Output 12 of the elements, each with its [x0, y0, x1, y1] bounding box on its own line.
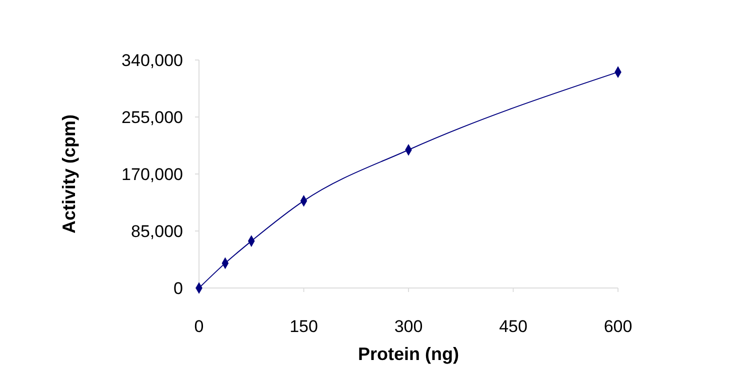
x-tick-label: 450: [499, 317, 528, 336]
x-tick-label: 150: [290, 317, 318, 336]
x-tick-label: 0: [194, 317, 204, 336]
x-axis-title: Protein (ng): [358, 344, 459, 364]
y-tick-label: 170,000: [122, 164, 183, 184]
x-tick-label: 300: [394, 317, 423, 336]
y-tick-label: 255,000: [122, 108, 183, 127]
x-tick-label: 600: [604, 317, 632, 336]
y-axis-title: Activity (cpm): [59, 114, 79, 234]
y-tick-label: 0: [174, 278, 183, 298]
y-tick-label: 85,000: [131, 222, 183, 241]
y-tick-label: 340,000: [122, 50, 183, 70]
